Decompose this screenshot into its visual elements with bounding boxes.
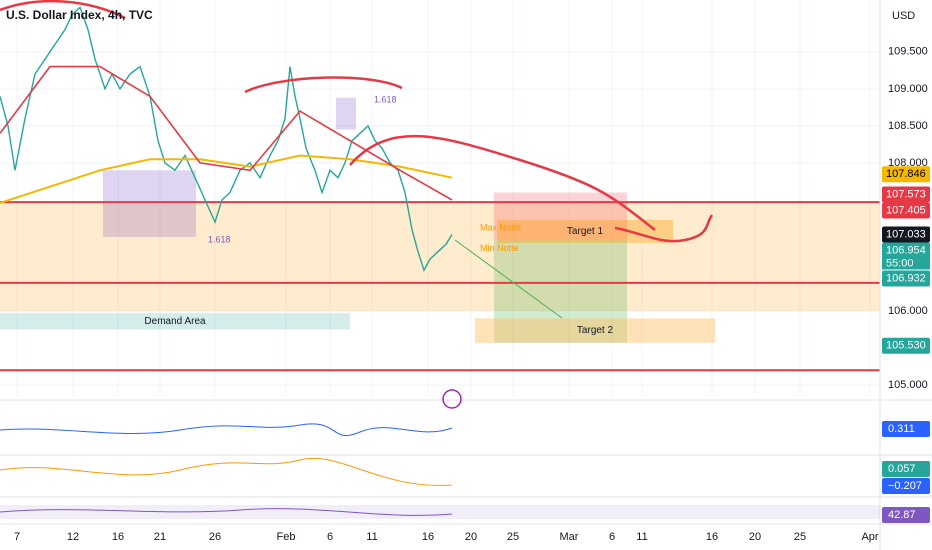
note-label: Max Notte xyxy=(480,222,521,232)
event-icon xyxy=(442,389,462,409)
x-tick-label: 7 xyxy=(14,531,20,543)
price-badge xyxy=(882,202,930,219)
zone xyxy=(475,318,715,343)
zone xyxy=(494,192,627,241)
x-tick-label: 16 xyxy=(422,531,434,543)
x-tick-label: 6 xyxy=(609,531,615,543)
indicator-trace xyxy=(0,423,453,437)
price-badge-label: 105.530 xyxy=(886,340,926,352)
price-line xyxy=(0,6,453,272)
note-label: 1.618 xyxy=(374,94,397,104)
zone xyxy=(0,202,880,311)
indicator-trace xyxy=(0,508,453,516)
price-line xyxy=(0,65,453,201)
x-tick-label: 25 xyxy=(794,531,806,543)
x-tick-label: 21 xyxy=(154,531,166,543)
x-tick-label: 6 xyxy=(327,531,333,543)
indicator-badge xyxy=(882,478,930,494)
indicator-badge-label: −0.207 xyxy=(888,480,922,492)
zone xyxy=(103,170,196,237)
price-badge xyxy=(882,270,930,287)
price-badge xyxy=(882,242,930,259)
rsi-band xyxy=(0,505,880,519)
x-tick-label: 20 xyxy=(749,531,761,543)
chart-title: U.S. Dollar Index, 4h, TVC xyxy=(6,8,153,22)
x-tick-label: Feb xyxy=(277,531,296,543)
x-tick-label: 20 xyxy=(465,531,477,543)
y-tick-label: 108.000 xyxy=(888,157,928,169)
y-tick-label: 109.000 xyxy=(888,83,928,95)
x-tick-label: 25 xyxy=(507,531,519,543)
zone-label: Target 2 xyxy=(577,325,614,336)
price-badge-label: 106.932 xyxy=(886,272,926,284)
price-line xyxy=(0,154,453,204)
zone-label: Target 1 xyxy=(567,226,604,237)
y-tick-label: 109.500 xyxy=(888,46,928,58)
price-badge xyxy=(882,166,930,183)
price-badge-label: 107.405 xyxy=(886,204,926,216)
indicator-badge xyxy=(882,461,930,477)
countdown-badge xyxy=(882,257,930,270)
x-tick-label: 12 xyxy=(67,531,79,543)
x-tick-label: 26 xyxy=(209,531,221,543)
projection-arrow xyxy=(454,239,563,319)
drawing xyxy=(244,76,403,94)
indicator-badge-label: 0.057 xyxy=(888,463,916,475)
x-tick-label: 11 xyxy=(636,531,647,543)
price-badge xyxy=(882,186,930,203)
note-label: 1.618 xyxy=(208,234,231,244)
currency-label: USD xyxy=(892,10,915,22)
indicator-badge-label: 0.311 xyxy=(888,423,915,435)
x-tick-label: Apr xyxy=(861,531,878,543)
price-badge-label: 106.954 xyxy=(886,244,926,256)
indicator-trace xyxy=(0,457,453,486)
countdown: 55:00 xyxy=(886,257,914,269)
indicator-badge xyxy=(882,507,930,523)
price-badge-label: 107.846 xyxy=(886,168,926,180)
drawing xyxy=(349,134,656,231)
indicator-badge-label: 42.87 xyxy=(888,509,916,521)
price-badge-label: 107.033 xyxy=(886,228,926,240)
price-badge xyxy=(882,226,930,243)
price-badge xyxy=(882,337,930,354)
drawing xyxy=(0,0,126,20)
y-tick-label: 106.000 xyxy=(888,305,928,317)
note-label: Min Notte xyxy=(480,243,519,253)
zone xyxy=(0,313,350,330)
drawing xyxy=(614,214,714,243)
x-tick-label: 16 xyxy=(706,531,718,543)
zone xyxy=(494,240,627,343)
indicator-badge xyxy=(882,421,930,437)
y-tick-label: 108.500 xyxy=(888,120,928,132)
plot-layer: Demand Area Target 1 Target 2 1.618 1.618 Max… xyxy=(0,0,930,395)
zone xyxy=(497,219,673,243)
x-tick-label: Mar xyxy=(560,531,579,543)
price-badge-label: 107.573 xyxy=(886,188,926,200)
zone-label: Demand Area xyxy=(144,316,206,327)
zone xyxy=(336,97,356,130)
x-tick-label: 16 xyxy=(112,531,124,543)
y-tick-label: 105.000 xyxy=(888,379,928,391)
x-tick-label: 11 xyxy=(366,531,377,543)
